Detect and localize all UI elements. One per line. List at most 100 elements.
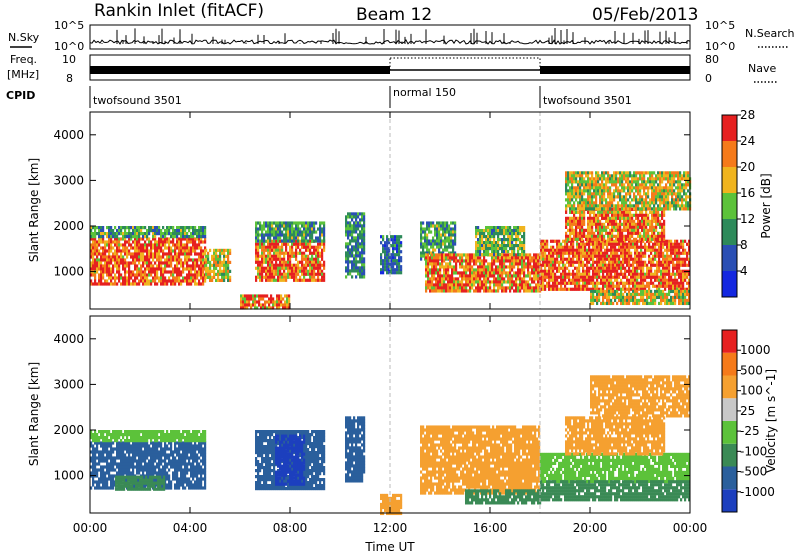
heatmap-cell-0: [94, 249, 97, 253]
heatmap-cell-12: [589, 231, 592, 235]
heatmap-cell-9: [531, 268, 534, 272]
heatmap-cell-11: [632, 266, 635, 270]
heatmap-cell-6: [359, 233, 362, 237]
heatmap-cell-11: [572, 275, 575, 279]
heatmap-cell-0: [124, 243, 127, 247]
heatmap-cell-11: [678, 281, 681, 285]
heatmap-cell-2: [209, 248, 212, 253]
heatmap-cell-3: [287, 272, 290, 276]
power-cells: [90, 171, 692, 310]
heatmap-cell-11: [586, 269, 589, 273]
heatmap-cell-0: [150, 255, 153, 259]
heatmap-cell-3: [257, 269, 260, 273]
heatmap-cell-7: [386, 253, 389, 257]
heatmap-cell-0: [162, 240, 165, 244]
heatmap-cell-0: [142, 264, 145, 268]
heatmap-cell-11: [566, 239, 569, 243]
heatmap-cell-11: [668, 242, 671, 246]
heatmap-cell-3: [321, 257, 324, 261]
heatmap-cell-12: [591, 231, 594, 235]
heatmap-cell-0: [94, 264, 97, 268]
heatmap-cell-3: [275, 239, 278, 243]
heatmap-cell-11: [660, 272, 663, 276]
heatmap-cell-4: [277, 221, 280, 225]
heatmap-cell-9: [487, 286, 490, 290]
heatmap-cell-11: [624, 245, 627, 249]
heatmap-cell-9: [451, 256, 454, 260]
heatmap-cell-0: [176, 267, 179, 271]
heatmap-cell-7: [390, 256, 393, 260]
heatmap-cell-3: [321, 269, 324, 273]
heatmap-cell-1: [128, 226, 131, 230]
heatmap-cell-3: [265, 272, 268, 276]
heatmap-cell-0: [122, 255, 125, 259]
heatmap-cell-8: [424, 251, 427, 255]
heatmap-cell-0: [106, 267, 109, 271]
heatmap-cell-8: [448, 224, 451, 228]
heatmap-cell-0: [102, 267, 105, 271]
heatmap-cell-3: [321, 242, 324, 246]
heatmap-cell-12: [593, 237, 596, 241]
heatmap-cell-4: [287, 236, 290, 240]
heatmap-cell-1: [202, 232, 205, 236]
heatmap-cell-11: [608, 254, 611, 258]
heatmap-cell-11: [644, 254, 647, 258]
heatmap-cell-9: [447, 256, 450, 260]
heatmap-cell-10: [481, 253, 484, 257]
heatmap-cell-11: [616, 248, 619, 252]
heatmap-cell-7: [390, 244, 393, 248]
heatmap-cell-9: [455, 262, 458, 266]
heatmap-cell-3: [267, 260, 270, 264]
heatmap-cell-11: [612, 245, 615, 249]
heatmap-cell-11: [582, 275, 585, 279]
heatmap-cell-8: [440, 233, 443, 237]
heatmap-cell-3: [315, 245, 318, 249]
heatmap-cell-12: [613, 210, 616, 214]
heatmap-cell-12: [617, 216, 620, 220]
heatmap-cell-3: [263, 254, 266, 258]
heatmap-cell-0: [120, 252, 123, 256]
heatmap-cell-1: [122, 232, 125, 236]
heatmap-cell-12: [571, 225, 574, 229]
heatmap-cell-9: [525, 283, 528, 287]
heatmap-cell-11: [542, 272, 545, 276]
heatmap-cell-11: [638, 254, 641, 258]
heatmap-cell-11: [556, 287, 559, 291]
heatmap-cell-10: [497, 247, 500, 251]
heatmap-cell-11: [648, 272, 651, 276]
heatmap-cell-0: [92, 237, 95, 241]
heatmap-cell-1: [132, 232, 135, 236]
heatmap-cell-11: [648, 242, 651, 246]
heatmap-cell-13: [614, 289, 617, 294]
heatmap-cell-9: [513, 259, 516, 263]
heatmap-cell-13: [684, 292, 687, 297]
heatmap-cell-3: [319, 254, 322, 258]
heatmap-cell-4: [295, 233, 298, 237]
heatmap-cell-11: [578, 263, 581, 267]
heatmap-cell-5: [286, 297, 289, 301]
heatmap-cell-11: [670, 239, 673, 243]
heatmap-cell-0: [186, 276, 189, 280]
heatmap-cell-12: [635, 237, 638, 241]
heatmap-cell-0: [184, 252, 187, 256]
heatmap-cell-3: [265, 248, 268, 252]
heatmap-cell-2: [221, 278, 224, 283]
heatmap-cell-11: [612, 263, 615, 267]
heatmap-cell-4: [307, 224, 310, 228]
heatmap-cell-11: [562, 281, 565, 285]
heatmap-cell-11: [632, 260, 635, 264]
heatmap-cell-12: [619, 231, 622, 235]
heatmap-cell-5: [286, 303, 289, 307]
heatmap-cell-9: [433, 286, 436, 290]
heatmap-cell-0: [142, 252, 145, 256]
heatmap-cell-10: [519, 238, 522, 242]
heatmap-cell-12: [577, 231, 580, 235]
heatmap-cell-11: [650, 266, 653, 270]
heatmap-cell-11: [600, 260, 603, 264]
heatmap-cell-0: [192, 264, 195, 268]
heatmap-cell-11: [640, 248, 643, 252]
heatmap-cell-0: [158, 255, 161, 259]
heatmap-cell-9: [455, 280, 458, 284]
heatmap-cell-6: [351, 233, 354, 237]
heatmap-cell-0: [154, 249, 157, 253]
